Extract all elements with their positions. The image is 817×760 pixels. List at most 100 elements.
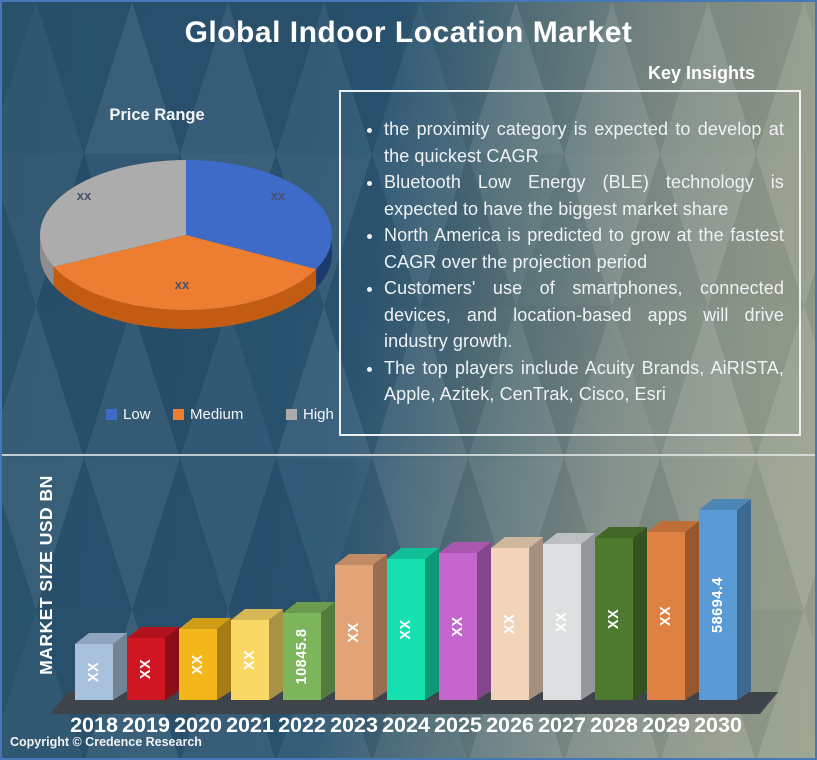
bar-side-2027 bbox=[581, 533, 595, 700]
year-label-2025: 2025 bbox=[434, 713, 482, 737]
pattern-triangle bbox=[2, 306, 84, 458]
section-divider bbox=[2, 454, 815, 456]
pattern-triangle bbox=[84, 458, 180, 610]
year-label-2028: 2028 bbox=[590, 713, 638, 737]
pattern-triangle bbox=[804, 271, 815, 306]
page-title: Global Indoor Location Market bbox=[184, 16, 633, 49]
bar-top-2022 bbox=[283, 602, 335, 613]
legend-label-high: High bbox=[303, 406, 334, 423]
bar-top-2023 bbox=[335, 554, 387, 565]
bar-top-shade bbox=[595, 527, 647, 538]
bar-2023 bbox=[335, 565, 373, 700]
pie-slice-label-high: xx bbox=[77, 188, 92, 203]
bar-top-shade bbox=[387, 548, 439, 559]
year-label-2020: 2020 bbox=[174, 713, 222, 737]
pie-slice-low bbox=[186, 160, 333, 270]
bar-top-2024 bbox=[387, 548, 439, 559]
pattern-triangle bbox=[468, 458, 564, 610]
pattern-triangle bbox=[468, 306, 564, 458]
year-label-2030: 2030 bbox=[694, 713, 742, 737]
pattern-triangle bbox=[2, 458, 84, 610]
legend-item-medium: Medium bbox=[173, 406, 243, 423]
pie-slice-label-medium: xx bbox=[175, 277, 190, 292]
pattern-triangle bbox=[84, 2, 180, 154]
pattern-triangle bbox=[36, 306, 132, 458]
bar-side-2021 bbox=[269, 609, 283, 700]
bar-2026 bbox=[491, 548, 529, 700]
pattern-triangle bbox=[372, 306, 468, 458]
pattern-triangle bbox=[660, 154, 756, 306]
pattern-triangle bbox=[804, 306, 815, 341]
key-insights-box: the proximity category is expected to de… bbox=[339, 90, 801, 436]
key-insights-list: the proximity category is expected to de… bbox=[357, 116, 784, 408]
bar-top-shade bbox=[179, 618, 231, 629]
bar-top-shade bbox=[335, 554, 387, 565]
bar-side-shade bbox=[633, 527, 647, 700]
insight-item: the proximity category is expected to de… bbox=[384, 116, 784, 169]
year-label-2019: 2019 bbox=[122, 713, 170, 737]
bar-top-shade bbox=[439, 542, 491, 553]
insight-item: Bluetooth Low Energy (BLE) technology is… bbox=[384, 169, 784, 222]
pattern-triangle bbox=[660, 306, 756, 458]
bar-value-label-2023: XX bbox=[346, 622, 362, 642]
pattern-triangle bbox=[228, 458, 324, 610]
bar-value-label-2021: XX bbox=[242, 650, 258, 670]
pattern-triangle bbox=[804, 575, 815, 610]
copyright-text: Copyright © Credence Research bbox=[10, 735, 202, 749]
bar-side-shade bbox=[373, 554, 387, 700]
bar-top-shade bbox=[647, 521, 699, 532]
bar-top-shade bbox=[283, 602, 335, 613]
pie-chart: xx xx xx bbox=[40, 160, 333, 330]
bar-top-shade bbox=[127, 627, 179, 638]
bar-side-2030 bbox=[737, 499, 751, 700]
bar-value-label-2020: XX bbox=[190, 654, 206, 674]
insight-item: The top players include Acuity Brands, A… bbox=[384, 355, 784, 408]
bar-side-shade bbox=[685, 521, 699, 700]
legend-label-medium: Medium bbox=[190, 406, 244, 423]
bar-value-label-2022: 10845.8 bbox=[294, 629, 310, 685]
year-label-2026: 2026 bbox=[486, 713, 534, 737]
pattern-triangle bbox=[468, 2, 564, 154]
bar-side-shade bbox=[425, 548, 439, 700]
bar-side-2022 bbox=[321, 602, 335, 700]
bar-value-label-2018: XX bbox=[86, 662, 102, 682]
bar-chart: MARKET SIZE USD BN XX 2018 XX 2019 XX 2020 XX 2… bbox=[36, 475, 778, 737]
bar-side-2020 bbox=[217, 618, 231, 700]
bar-side-2026 bbox=[529, 537, 543, 700]
bars-group: XX 2018 XX 2019 XX 2020 XX 2021 10845.8 2022 XX 202… bbox=[70, 499, 751, 737]
pattern-triangle bbox=[516, 306, 612, 458]
pattern-triangle bbox=[420, 306, 516, 458]
pattern-triangle bbox=[324, 2, 420, 154]
bar-top-2025 bbox=[439, 542, 491, 553]
legend-item-low: Low bbox=[106, 406, 151, 423]
bar-value-label-2025: XX bbox=[450, 616, 466, 636]
pie-skirt-medium bbox=[53, 266, 317, 330]
bar-side-2018 bbox=[113, 633, 127, 700]
pattern-triangle bbox=[708, 306, 804, 458]
bar-value-label-2019: XX bbox=[138, 659, 154, 679]
bar-value-label-2026: XX bbox=[502, 614, 518, 634]
bar-top-2019 bbox=[127, 627, 179, 638]
legend-item-high: High bbox=[286, 406, 334, 423]
pattern-triangle bbox=[708, 154, 804, 306]
pattern-triangle bbox=[420, 154, 516, 306]
pattern-triangle bbox=[228, 2, 324, 154]
bar-2029 bbox=[647, 532, 685, 700]
legend-label-low: Low bbox=[123, 406, 151, 423]
bar-side-shade bbox=[737, 499, 751, 700]
year-label-2018: 2018 bbox=[70, 713, 118, 737]
bar-top-2026 bbox=[491, 537, 543, 548]
pattern-triangle bbox=[564, 2, 660, 154]
year-label-2027: 2027 bbox=[538, 713, 586, 737]
bar-side-2028 bbox=[633, 527, 647, 700]
bar-side-2024 bbox=[425, 548, 439, 700]
bar-top-2020 bbox=[179, 618, 231, 629]
pattern-triangle bbox=[36, 458, 132, 610]
pattern-triangle bbox=[612, 154, 708, 306]
pattern-triangle bbox=[132, 2, 228, 154]
bar-side-shade bbox=[269, 609, 283, 700]
legend-swatch-high bbox=[286, 409, 297, 420]
pie-skirt-low bbox=[316, 235, 333, 289]
bar-top-shade bbox=[491, 537, 543, 548]
